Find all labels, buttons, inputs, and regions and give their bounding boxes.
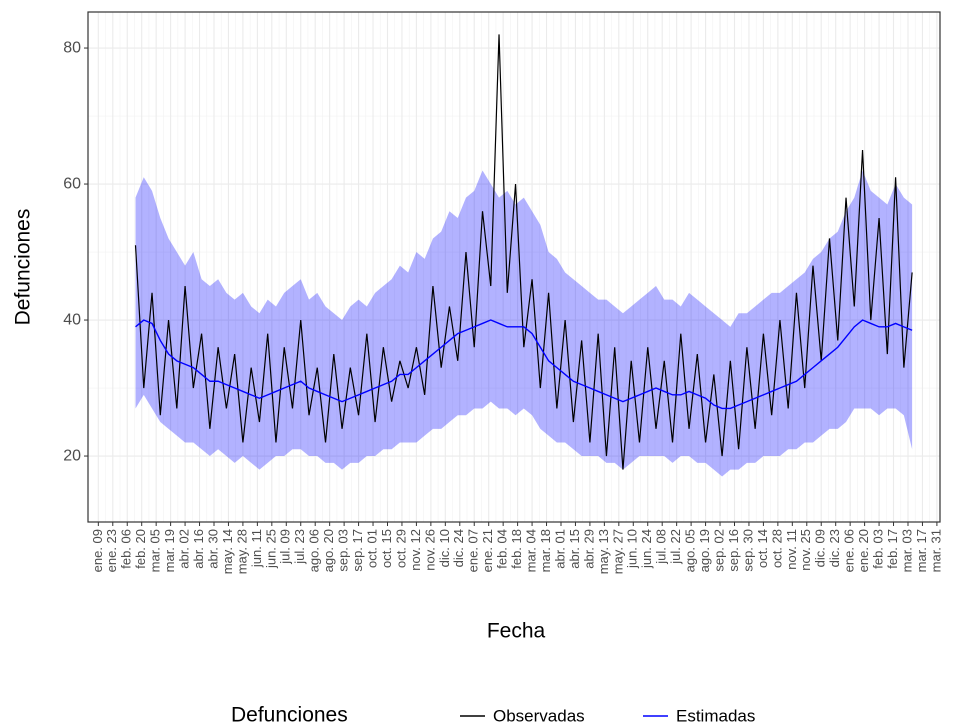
x-tick-label: mar. 31 [928,529,943,572]
x-tick-label: sep. 03 [336,529,351,572]
x-tick-label: jun. 11 [249,529,264,568]
x-tick-label: oct. 28 [769,529,784,568]
x-tick-label: abr. 16 [191,529,206,569]
x-tick-label: mar. 03 [899,529,914,572]
x-tick-label: nov. 26 [422,529,437,571]
panel-border [87,11,941,523]
x-tick-label: may. 28 [234,529,249,574]
x-tick-label: oct. 15 [379,529,394,568]
x-tick-label: nov. 11 [784,529,799,570]
x-tick-label: ago. 06 [307,529,322,572]
legend-label: Observadas [493,706,585,725]
x-axis-title: Fecha [487,620,546,643]
x-tick-label: oct. 14 [755,529,770,568]
x-tick-label: dic. 09 [813,529,828,567]
x-tick-label: jun. 24 [639,529,654,569]
x-tick-label: feb. 03 [871,529,886,569]
x-tick-label: may. 14 [220,529,235,574]
x-tick-label: ene. 20 [856,529,871,572]
x-tick-label: sep. 16 [726,529,741,572]
x-tick-label: feb. 17 [885,529,900,569]
x-tick-label: ene. 07 [466,529,481,572]
x-tick-label: abr. 15 [567,529,582,569]
x-tick-label: ago. 20 [321,529,336,572]
x-tick-label: mar. 19 [162,529,177,572]
y-tick-label: 80 [63,39,81,56]
x-tick-label: dic. 24 [451,529,466,567]
x-tick-label: sep. 17 [350,529,365,572]
x-tick-label: mar. 17 [914,529,929,572]
x-tick-label: jul. 23 [292,529,307,565]
grid [88,12,940,522]
x-tick-label: nov. 12 [408,529,423,571]
y-tick-label: 60 [63,175,81,192]
x-tick-label: ene. 09 [90,529,105,572]
x-tick-label: abr. 01 [552,529,567,569]
x-tick-label: abr. 29 [581,529,596,569]
x-tick-label: ene. 23 [104,529,119,572]
x-tick-label: dic. 10 [437,529,452,567]
x-tick-label: sep. 02 [711,529,726,572]
legend: Defunciones Observadas Estimadas [231,704,755,727]
x-tick-label: nov. 25 [798,529,813,571]
x-tick-label: feb. 06 [119,529,134,569]
x-tick-label: oct. 01 [364,529,379,568]
x-tick-label: ago. 05 [683,529,698,572]
series-line [135,319,913,410]
x-tick-label: ene. 21 [480,529,495,572]
x-tick-label: oct. 29 [393,529,408,568]
y-tick-label: 40 [63,311,81,328]
x-tick-label: mar. 18 [538,529,553,572]
x-tick-label: dic. 23 [827,529,842,567]
x-tick-label: ene. 06 [842,529,857,572]
series-line [134,34,913,470]
x-tick-label: ago. 19 [697,529,712,572]
x-tick-label: may. 13 [596,529,611,574]
legend-label: Estimadas [676,706,755,725]
x-tick-label: jul. 09 [278,529,293,565]
x-tick-label: abr. 30 [205,529,220,569]
x-tick-label: feb. 20 [133,529,148,569]
plot-area [134,34,913,477]
x-tick-label: jun. 10 [625,529,640,569]
y-axis-title: Defunciones [12,209,35,326]
legend-title: Defunciones [231,704,348,727]
x-tick-label: jul. 08 [654,529,669,565]
y-tick-label: 20 [63,447,81,464]
x-tick-label: mar. 05 [148,529,163,572]
x-tick-label: jun. 25 [263,529,278,569]
x-tick-label: feb. 04 [495,529,510,569]
x-tick-label: mar. 04 [524,529,539,572]
x-tick-label: jul. 22 [668,529,683,565]
x-tick-label: sep. 30 [740,529,755,572]
x-tick-label: feb. 18 [509,529,524,569]
x-tick-label: abr. 02 [177,529,192,569]
x-tick-label: may. 27 [610,529,625,574]
